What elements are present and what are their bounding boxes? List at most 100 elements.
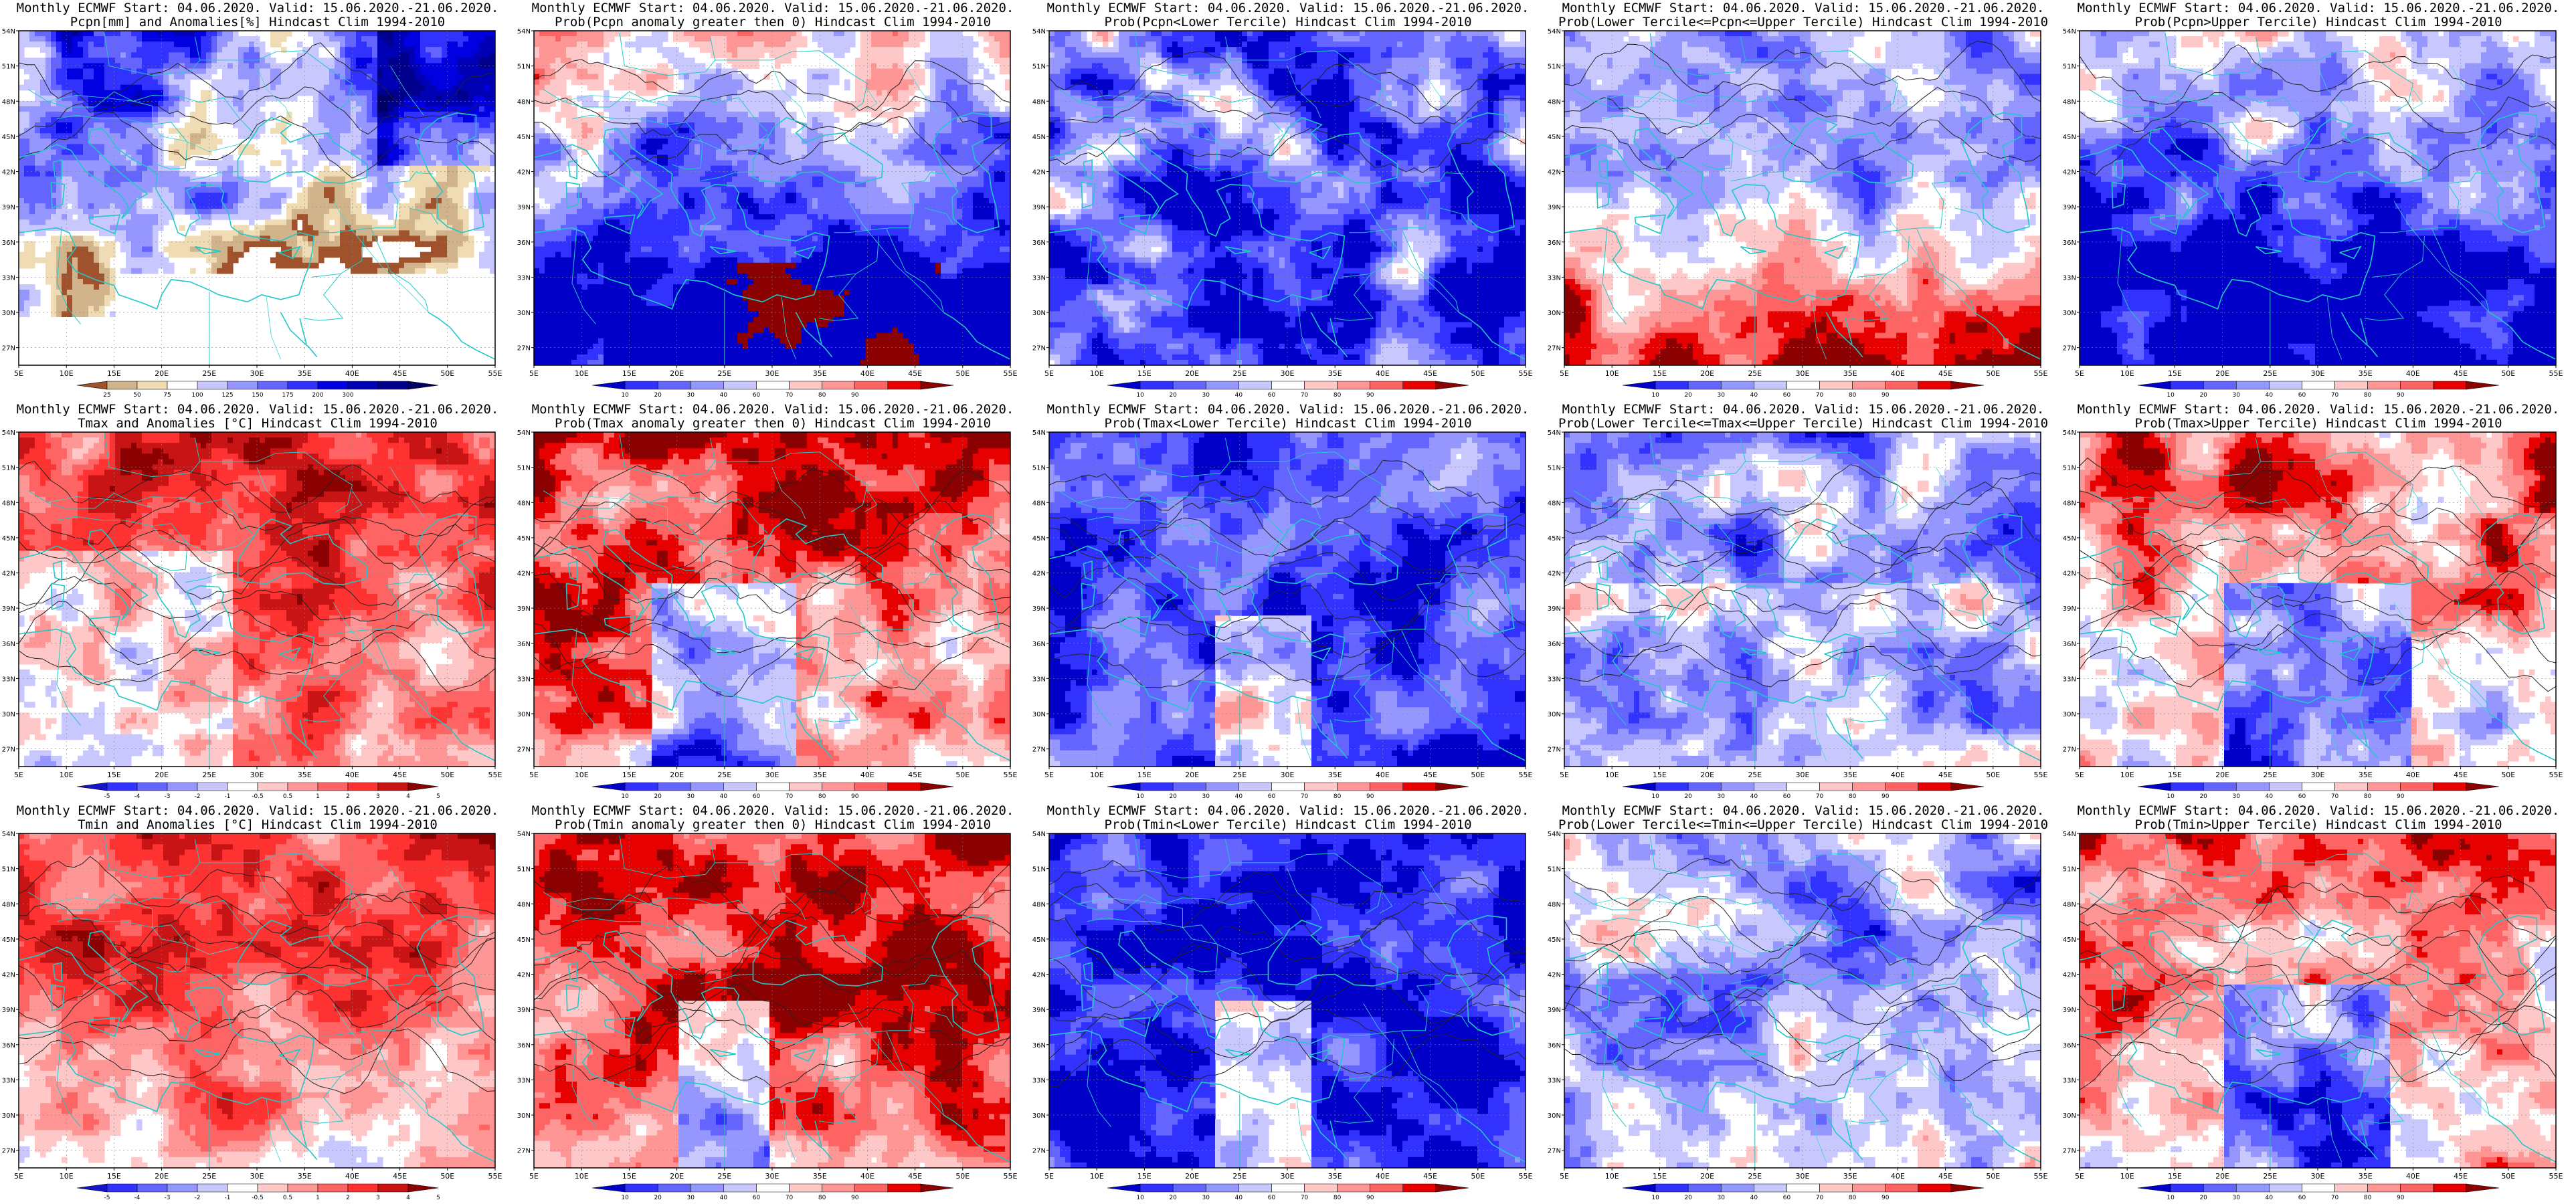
lon-tick-label: 35E (1328, 771, 1342, 779)
legend-swatch (1623, 783, 1655, 791)
legend-label: 60 (1268, 1195, 1276, 1201)
shaded-field (534, 432, 1011, 767)
color-bar-legend: 10 20 30 40 60 70 80 90 (592, 1184, 953, 1201)
legend-swatch (318, 783, 348, 791)
legend-swatch (658, 1184, 691, 1192)
legend-swatch (2466, 1184, 2499, 1192)
forecast-panel-tmax-anom: Monthly ECMWF Start: 04.06.2020. Valid: … (0, 401, 515, 803)
lat-tick-label: 39N (1548, 1007, 1561, 1014)
lat-tick-label: 48N (2063, 500, 2076, 507)
legend-swatch (1140, 783, 1173, 791)
legend-swatch (227, 1184, 258, 1192)
legend-swatch (1403, 381, 1436, 389)
legend-label: 4 (406, 793, 410, 800)
legend-label: 10 (1651, 793, 1659, 800)
lat-tick-label: 39N (2, 605, 15, 613)
lon-tick-label: 25E (1232, 1172, 1247, 1181)
lon-tick-label: 40E (2406, 771, 2420, 779)
legend-swatch (2269, 1184, 2302, 1192)
lon-tick-label: 5E (2075, 771, 2084, 779)
map-svg: 5E 10E 15E 20E 25E 30E 35E 40E 45E 50E 55E27N30N33… (0, 401, 515, 803)
lon-tick-label: 50E (955, 369, 970, 378)
legend-swatch (2269, 381, 2302, 389)
legend-swatch (1206, 783, 1238, 791)
legend-swatch (2368, 1184, 2401, 1192)
lon-tick-label: 50E (1471, 771, 1485, 779)
lon-tick-label: 5E (2075, 1172, 2084, 1181)
lat-tick-label: 36N (2063, 1042, 2076, 1049)
lat-tick-label: 45N (1548, 134, 1561, 141)
lat-tick-label: 45N (1032, 535, 1046, 542)
legend-label: 5 (436, 1195, 440, 1201)
legend-swatch (855, 1184, 888, 1192)
legend-label: 1 (316, 793, 320, 800)
legend-swatch (1238, 1184, 1271, 1192)
legend-swatch (921, 381, 953, 389)
legend-label: 30 (2233, 793, 2241, 800)
legend-label: -1 (225, 793, 231, 800)
lat-tick-label: 54N (1548, 429, 1561, 437)
shaded-field (19, 31, 496, 365)
legend-swatch (1436, 783, 1469, 791)
lon-tick-label: 30E (1281, 369, 1295, 378)
legend-label: 30 (1718, 793, 1726, 800)
legend-swatch (288, 1184, 318, 1192)
legend-swatch (2401, 1184, 2433, 1192)
legend-swatch (2433, 783, 2466, 791)
lat-tick-label: 54N (1032, 429, 1046, 437)
lat-tick-label: 45N (2063, 535, 2076, 542)
legend-label: 90 (2397, 1195, 2405, 1201)
shaded-field (2080, 833, 2557, 1169)
lon-tick-label: 30E (2311, 771, 2325, 779)
color-bar-legend: 10 20 30 40 60 70 80 90 (2138, 1184, 2499, 1201)
lon-tick-label: 25E (1232, 771, 1247, 779)
legend-label: 90 (2397, 392, 2405, 399)
legend-label: 80 (1333, 392, 1342, 399)
map-svg: 5E 10E 15E 20E 25E 30E 35E 40E 45E 50E 55E27N30N33… (1030, 0, 1546, 401)
legend-swatch (1885, 1184, 1918, 1192)
lon-tick-label: 55E (1004, 1172, 1018, 1181)
legend-swatch (107, 381, 137, 389)
legend-label: 30 (2233, 1195, 2241, 1201)
lat-tick-label: 30N (517, 310, 531, 317)
legend-label: 20 (654, 392, 662, 399)
legend-label: 40 (2266, 793, 2274, 800)
lat-tick-label: 27N (2, 746, 15, 754)
forecast-panel-pcpn-middle: Monthly ECMWF Start: 04.06.2020. Valid: … (1546, 0, 2061, 401)
legend-label: 40 (1235, 392, 1243, 399)
legend-label: 80 (1333, 1195, 1342, 1201)
lat-tick-label: 51N (517, 465, 531, 472)
legend-swatch (318, 1184, 348, 1192)
legend-label: 60 (1783, 392, 1791, 399)
legend-swatch (1436, 381, 1469, 389)
lat-tick-label: 33N (2063, 676, 2076, 683)
legend-label: 200 (312, 392, 323, 399)
legend-swatch (1370, 1184, 1403, 1192)
legend-swatch (855, 381, 888, 389)
lat-tick-label: 30N (1032, 711, 1046, 718)
color-bar-legend: 25 50 75 100 125 150 175 200 300 (77, 381, 438, 399)
legend-swatch (2203, 1184, 2236, 1192)
lon-tick-label: 10E (575, 1172, 589, 1181)
lat-tick-label: 51N (1032, 866, 1046, 874)
lat-tick-label: 54N (1032, 28, 1046, 35)
legend-label: 90 (851, 392, 859, 399)
legend-label: 30 (1718, 392, 1726, 399)
legend-label: -0.5 (252, 1195, 264, 1201)
lat-tick-label: 39N (1548, 204, 1561, 211)
lat-tick-label: 48N (2, 500, 15, 507)
legend-label: 60 (753, 392, 761, 399)
lon-tick-label: 15E (1653, 369, 1667, 378)
legend-swatch (167, 1184, 197, 1192)
lon-tick-label: 45E (393, 369, 407, 378)
legend-swatch (1918, 381, 1951, 389)
lon-tick-label: 45E (908, 369, 922, 378)
lat-tick-label: 30N (2, 310, 15, 317)
legend-label: 20 (654, 1195, 662, 1201)
legend-label: 80 (818, 392, 826, 399)
lat-tick-label: 30N (2063, 1112, 2076, 1120)
lon-tick-label: 10E (60, 1172, 74, 1181)
lon-tick-label: 5E (529, 1172, 539, 1181)
lon-tick-label: 55E (2034, 369, 2048, 378)
lon-tick-label: 30E (250, 1172, 264, 1181)
